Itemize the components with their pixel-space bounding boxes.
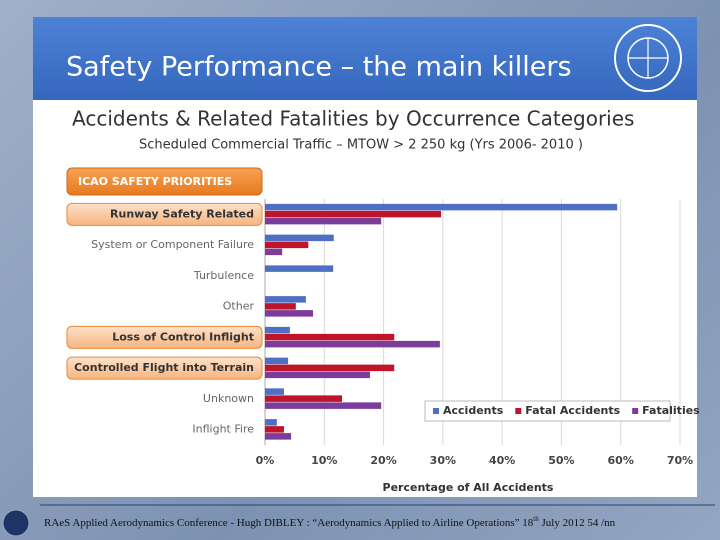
x-tick-label: 40% <box>489 454 515 467</box>
category-label: Other <box>223 300 255 313</box>
x-tick-label: 70% <box>667 454 693 467</box>
x-tick-label: 20% <box>370 454 396 467</box>
legend-label: Accidents <box>443 404 504 417</box>
bar <box>265 326 290 334</box>
bar <box>265 296 306 303</box>
category-label: Inflight Fire <box>192 423 254 436</box>
icao-logo <box>614 24 682 92</box>
bar <box>265 364 395 372</box>
category-label: Unknown <box>203 392 254 405</box>
category-label: System or Component Failure <box>91 238 254 251</box>
category-label: Runway Safety Related <box>110 207 254 220</box>
category-label: Controlled Flight into Terrain <box>74 361 254 374</box>
bar <box>265 217 382 225</box>
legend-swatch <box>433 408 439 414</box>
footer-main: RAeS Applied Aerodynamics Conference - H… <box>44 517 534 529</box>
legend-box <box>424 400 671 422</box>
society-logo <box>2 509 30 537</box>
footer-rest: July 2012 54 /nn <box>539 517 616 529</box>
x-tick-label: 10% <box>311 454 337 467</box>
x-tick-label: 50% <box>548 454 574 467</box>
bar <box>265 340 440 348</box>
x-tick-label: 60% <box>608 454 634 467</box>
bar <box>265 433 292 440</box>
bar <box>265 371 370 379</box>
priority-box <box>66 325 263 349</box>
x-tick-label: 30% <box>430 454 456 467</box>
category-label: Loss of Control Inflight <box>112 330 254 343</box>
priority-box <box>66 356 263 380</box>
bar <box>265 241 309 249</box>
bar <box>265 310 314 317</box>
bar <box>265 203 618 211</box>
bar <box>265 210 442 218</box>
bar <box>265 303 296 310</box>
legend-swatch <box>632 408 639 414</box>
legend-label: Fatal Accidents <box>525 404 620 417</box>
bar <box>265 419 277 426</box>
priorities-label: ICAO SAFETY PRIORITIES <box>78 175 232 188</box>
priority-box <box>66 202 263 226</box>
bar <box>265 333 395 341</box>
footer-sup: th <box>533 515 539 523</box>
bar <box>265 388 284 395</box>
bar <box>265 357 289 365</box>
bar <box>265 234 334 242</box>
x-tick-label: 0% <box>256 454 275 467</box>
header-bar <box>33 17 697 100</box>
bar <box>265 402 382 409</box>
chart-title: Accidents & Related Fatalities by Occurr… <box>72 107 634 131</box>
footer-text: RAeS Applied Aerodynamics Conference - H… <box>44 515 616 529</box>
bar <box>265 426 284 433</box>
priorities-box <box>66 167 263 196</box>
legend-swatch <box>515 408 522 414</box>
legend-label: Fatalities <box>642 404 700 417</box>
category-label: Turbulence <box>193 269 254 282</box>
bar <box>265 265 334 272</box>
bar <box>265 395 343 402</box>
bar <box>265 248 283 256</box>
slide-title: Safety Performance – the main killers <box>66 52 572 83</box>
chart-subtitle: Scheduled Commercial Traffic – MTOW > 2 … <box>139 138 583 153</box>
x-axis-label: Percentage of All Accidents <box>383 481 554 494</box>
